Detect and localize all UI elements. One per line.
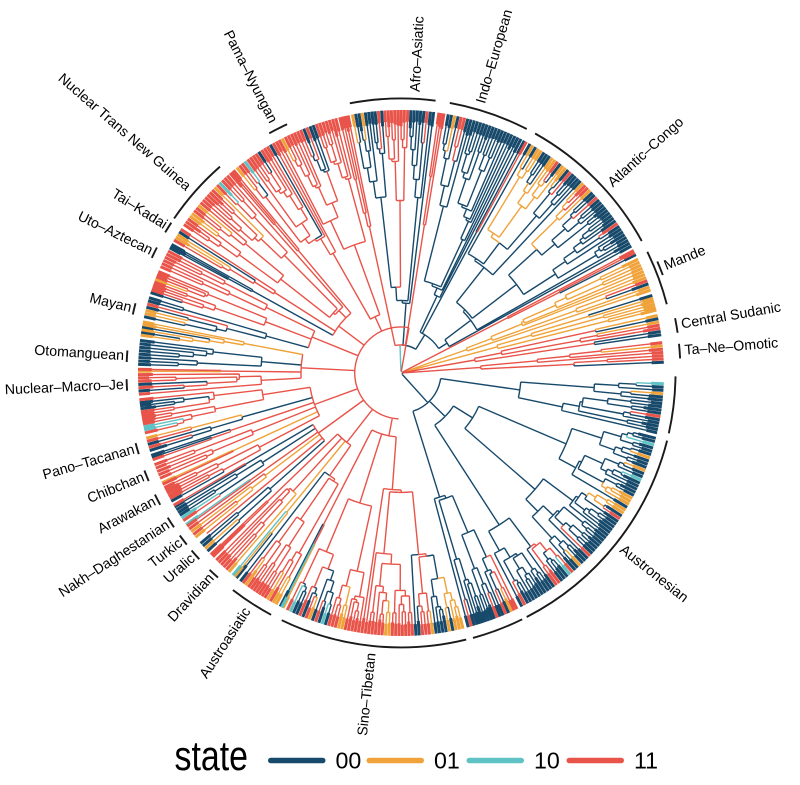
svg-text:Otomanguean: Otomanguean [34,343,125,364]
svg-text:Afro–Asiatic: Afro–Asiatic [408,16,428,92]
svg-text:00: 00 [336,747,362,773]
svg-text:state: state [175,732,249,779]
svg-text:01: 01 [434,747,460,773]
svg-text:Ta–Ne–Omotic: Ta–Ne–Omotic [684,335,779,358]
svg-text:11: 11 [634,747,658,773]
svg-text:10: 10 [534,747,560,773]
svg-text:Nuclear–Macro–Je: Nuclear–Macro–Je [4,377,124,398]
